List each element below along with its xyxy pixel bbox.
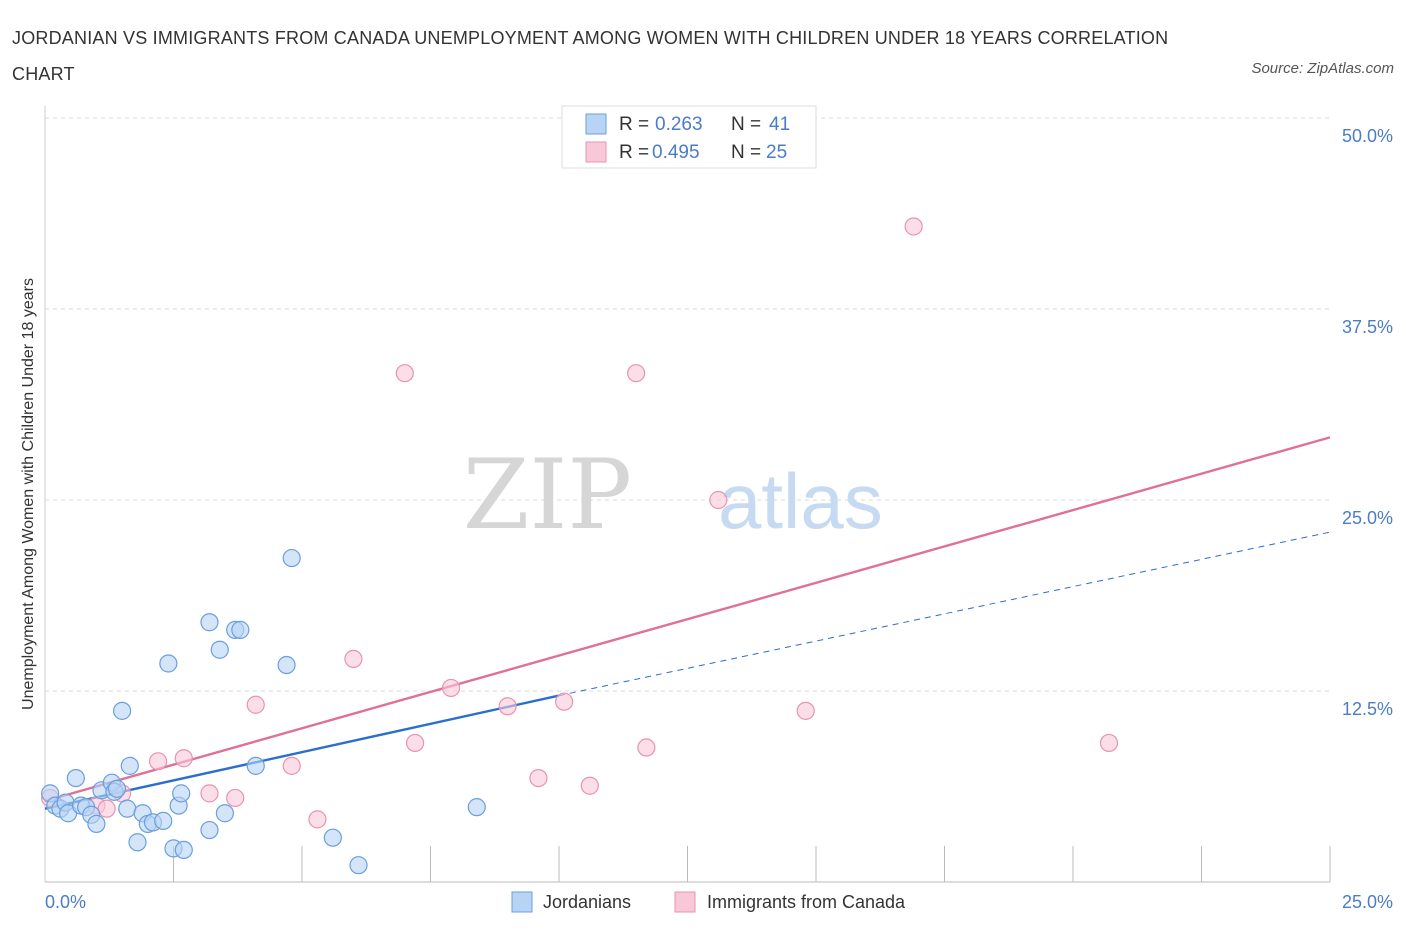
jordanian-point	[154, 811, 173, 830]
jordanian-point	[118, 799, 137, 818]
immigrant-point	[441, 678, 461, 698]
immigrant-point	[395, 364, 414, 383]
immigrant-point	[226, 788, 245, 808]
y-axis-title: Unemployment Among Women with Children U…	[20, 278, 37, 710]
y-tick-label: 12.5%	[1342, 699, 1393, 719]
points-layer	[41, 217, 1119, 875]
jordanian-point	[215, 804, 234, 823]
immigrant-point	[405, 733, 425, 753]
y-tick-label: 50.0%	[1342, 126, 1393, 146]
immigrant-point	[904, 217, 923, 236]
immigrant-point	[709, 490, 728, 510]
jordanian-point	[349, 856, 368, 875]
jordanian-point	[172, 784, 191, 803]
jordanians-trend-line	[44, 694, 560, 810]
stats-r-label-1: R =	[619, 114, 649, 135]
immigrant-point	[282, 756, 301, 775]
stats-n-label-1: N =	[731, 114, 761, 135]
legend-swatch-jordanians	[511, 891, 533, 913]
jordanian-point	[120, 756, 139, 775]
jordanian-point	[323, 828, 342, 847]
immigrant-point	[498, 697, 517, 716]
jordanian-point	[174, 840, 193, 860]
jordanian-point	[200, 820, 219, 840]
stats-r-value-2: 0.495	[652, 142, 700, 163]
chart-title: JORDANIAN VS IMMIGRANTS FROM CANADA UNEM…	[12, 28, 1169, 84]
jordanian-point	[112, 701, 132, 720]
jordanian-point	[107, 779, 127, 798]
stats-n-label-2: N =	[731, 142, 761, 163]
immigrant-point	[626, 364, 646, 383]
stats-n-value-2: 25	[766, 142, 787, 163]
x-tick-label: 25.0%	[1342, 892, 1393, 912]
jordanian-point	[282, 548, 301, 568]
legend-label-immigrants: Immigrants from Canada	[707, 892, 906, 912]
jordanian-point	[246, 756, 265, 775]
stats-r-value-1: 0.263	[655, 114, 703, 135]
jordanian-point	[159, 654, 178, 673]
axes-layer: 12.5% 25.0% 37.5% 50.0% 0.0% 25.0%	[44, 106, 1393, 912]
jordanians-trend-extension	[558, 531, 1331, 697]
grid-layer	[45, 117, 1330, 692]
stats-r-label-2: R =	[619, 142, 649, 163]
immigrant-point	[246, 695, 265, 714]
legend-label-jordanians: Jordanians	[543, 892, 631, 912]
legend: Jordanians Immigrants from Canada	[511, 891, 906, 913]
jordanian-point	[200, 613, 219, 632]
immigrant-point	[637, 738, 656, 757]
stats-box: R = 0.263 N = 41 R = 0.495 N = 25	[561, 105, 817, 169]
stats-n-value-1: 41	[769, 114, 790, 135]
jordanian-point	[277, 655, 296, 675]
y-tick-label: 25.0%	[1342, 508, 1393, 528]
immigrant-point	[796, 701, 815, 720]
stats-swatch-jordanians	[585, 113, 607, 135]
immigrant-point	[555, 692, 574, 711]
immigrant-point	[1099, 733, 1119, 753]
trend-layer	[44, 436, 1331, 810]
jordanian-point	[467, 798, 486, 817]
watermark-atlas: atlas	[718, 457, 883, 545]
immigrant-point	[580, 776, 599, 795]
jordanian-point	[231, 620, 250, 639]
watermark: ZIP atlas	[463, 439, 883, 551]
immigrant-point	[174, 749, 193, 768]
immigrant-point	[97, 799, 116, 818]
immigrant-point	[344, 649, 363, 669]
jordanian-point	[87, 814, 106, 834]
immigrant-point	[308, 810, 327, 829]
y-tick-label: 37.5%	[1342, 317, 1393, 337]
immigrant-point	[529, 768, 548, 788]
x-tick-label: 0.0%	[45, 892, 86, 912]
immigrant-point	[148, 752, 168, 771]
immigrants-trend-line	[44, 436, 1331, 803]
jordanian-point	[128, 833, 147, 852]
legend-swatch-immigrants	[674, 891, 696, 913]
jordanian-point	[210, 640, 229, 659]
stats-swatch-immigrants	[585, 141, 607, 163]
chart-source: Source: ZipAtlas.com	[1251, 60, 1394, 77]
immigrant-point	[200, 784, 219, 803]
watermark-zip: ZIP	[463, 439, 632, 551]
jordanian-point	[66, 768, 85, 788]
